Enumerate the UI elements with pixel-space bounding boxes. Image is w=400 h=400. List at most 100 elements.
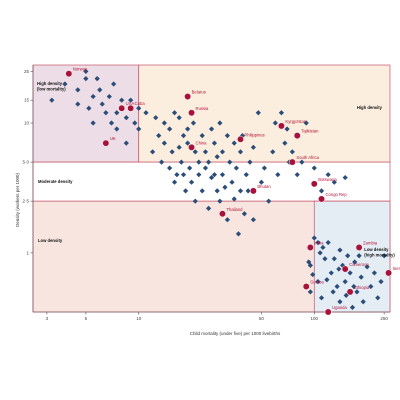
data-point <box>167 165 173 171</box>
data-point <box>368 283 374 290</box>
data-point <box>231 140 237 146</box>
data-point <box>235 231 242 237</box>
country-label: Zambia <box>363 240 378 245</box>
data-point <box>123 115 129 121</box>
data-point <box>284 126 290 132</box>
data-point <box>375 295 381 301</box>
data-point <box>320 244 326 251</box>
data-point <box>315 279 321 285</box>
data-point <box>199 133 205 139</box>
data-point <box>156 133 162 139</box>
highlighted-point <box>127 104 135 112</box>
data-point <box>161 140 167 146</box>
highlighted-point <box>385 269 393 277</box>
highlighted-point <box>118 104 126 112</box>
highlighted-point <box>310 180 318 188</box>
data-point <box>311 165 317 171</box>
data-point <box>176 144 182 150</box>
x-axis-label: Child mortality (under five) per 1000 li… <box>190 331 281 336</box>
data-point <box>337 299 343 305</box>
data-point <box>196 159 202 165</box>
highlighted-point <box>237 135 244 143</box>
zone-label: Low density (high mortality) <box>364 247 395 258</box>
data-point <box>324 277 330 283</box>
data-point <box>132 120 138 126</box>
data-point <box>334 283 340 290</box>
data-point <box>214 188 220 194</box>
data-point <box>303 120 309 126</box>
data-point <box>352 259 358 265</box>
data-point <box>289 149 295 155</box>
data-point <box>328 270 334 276</box>
highlighted-point <box>219 210 226 218</box>
country-label: Uganda <box>332 305 347 310</box>
data-point <box>161 120 167 126</box>
data-point <box>114 126 120 132</box>
country-label: USA <box>126 101 135 106</box>
data-point <box>90 120 96 126</box>
data-point <box>86 105 92 111</box>
y-tick-label: 2·5 <box>22 199 29 204</box>
data-point <box>233 165 239 171</box>
highlighted-point <box>188 109 196 117</box>
data-point <box>171 179 178 185</box>
highlighted-point <box>341 265 349 273</box>
country-label: Botswana <box>318 177 337 182</box>
data-point <box>176 115 182 121</box>
data-point <box>275 172 281 178</box>
highlighted-point <box>293 132 301 140</box>
data-point <box>187 165 193 171</box>
highlighted-point <box>188 143 196 151</box>
data-point <box>99 101 105 107</box>
data-point <box>111 81 117 87</box>
data-point <box>208 174 215 181</box>
data-point <box>317 250 323 256</box>
data-point <box>371 270 377 276</box>
data-point <box>128 97 134 103</box>
data-point <box>94 75 100 82</box>
zone-label: High density (low mortality) <box>37 81 66 92</box>
highlighted-point <box>102 139 110 147</box>
data-point <box>97 87 103 93</box>
country-label: Ethiopia <box>354 285 370 290</box>
highlighted-point <box>324 308 332 316</box>
country-label: Norway <box>73 67 88 72</box>
y-tick-label: 10 <box>24 121 30 126</box>
country-label: Philippines <box>244 132 264 137</box>
data-point <box>282 140 288 146</box>
highlighted-point <box>318 195 325 203</box>
data-point <box>185 140 191 146</box>
x-tick-label: 250 <box>380 316 388 321</box>
highlighted-countries: Norway USA Cuba UK Belarus Russia China Philipp… <box>65 67 400 316</box>
data-point <box>381 253 387 259</box>
zone-high-density <box>138 64 391 163</box>
country-label: China <box>196 140 208 145</box>
y-axis-label: Density (workers per 1000) <box>15 172 20 227</box>
x-tick-label: 3 <box>46 316 49 321</box>
data-point <box>342 174 348 181</box>
data-point <box>237 149 244 155</box>
data-point <box>62 81 68 87</box>
zone-moderate-density <box>32 161 391 202</box>
data-point <box>171 110 178 116</box>
density-zones <box>32 64 391 313</box>
data-point <box>222 184 228 190</box>
data-point <box>360 299 366 305</box>
highlighted-point <box>306 244 314 251</box>
data-point <box>364 264 370 270</box>
data-point <box>237 188 244 194</box>
highlighted-point <box>277 122 285 130</box>
country-label: Tajikistan <box>301 129 319 134</box>
data-point <box>325 172 331 178</box>
data-point <box>349 304 356 310</box>
country-label: Guinea <box>310 280 324 285</box>
country-label: Congo Rep <box>326 192 348 197</box>
highlighted-point <box>346 288 354 296</box>
data-point <box>185 126 191 132</box>
data-point <box>258 179 265 185</box>
data-point <box>266 198 272 204</box>
data-point <box>250 217 256 223</box>
data-point <box>174 172 180 178</box>
data-point <box>202 165 209 171</box>
country-label: Bhutan <box>257 184 271 189</box>
